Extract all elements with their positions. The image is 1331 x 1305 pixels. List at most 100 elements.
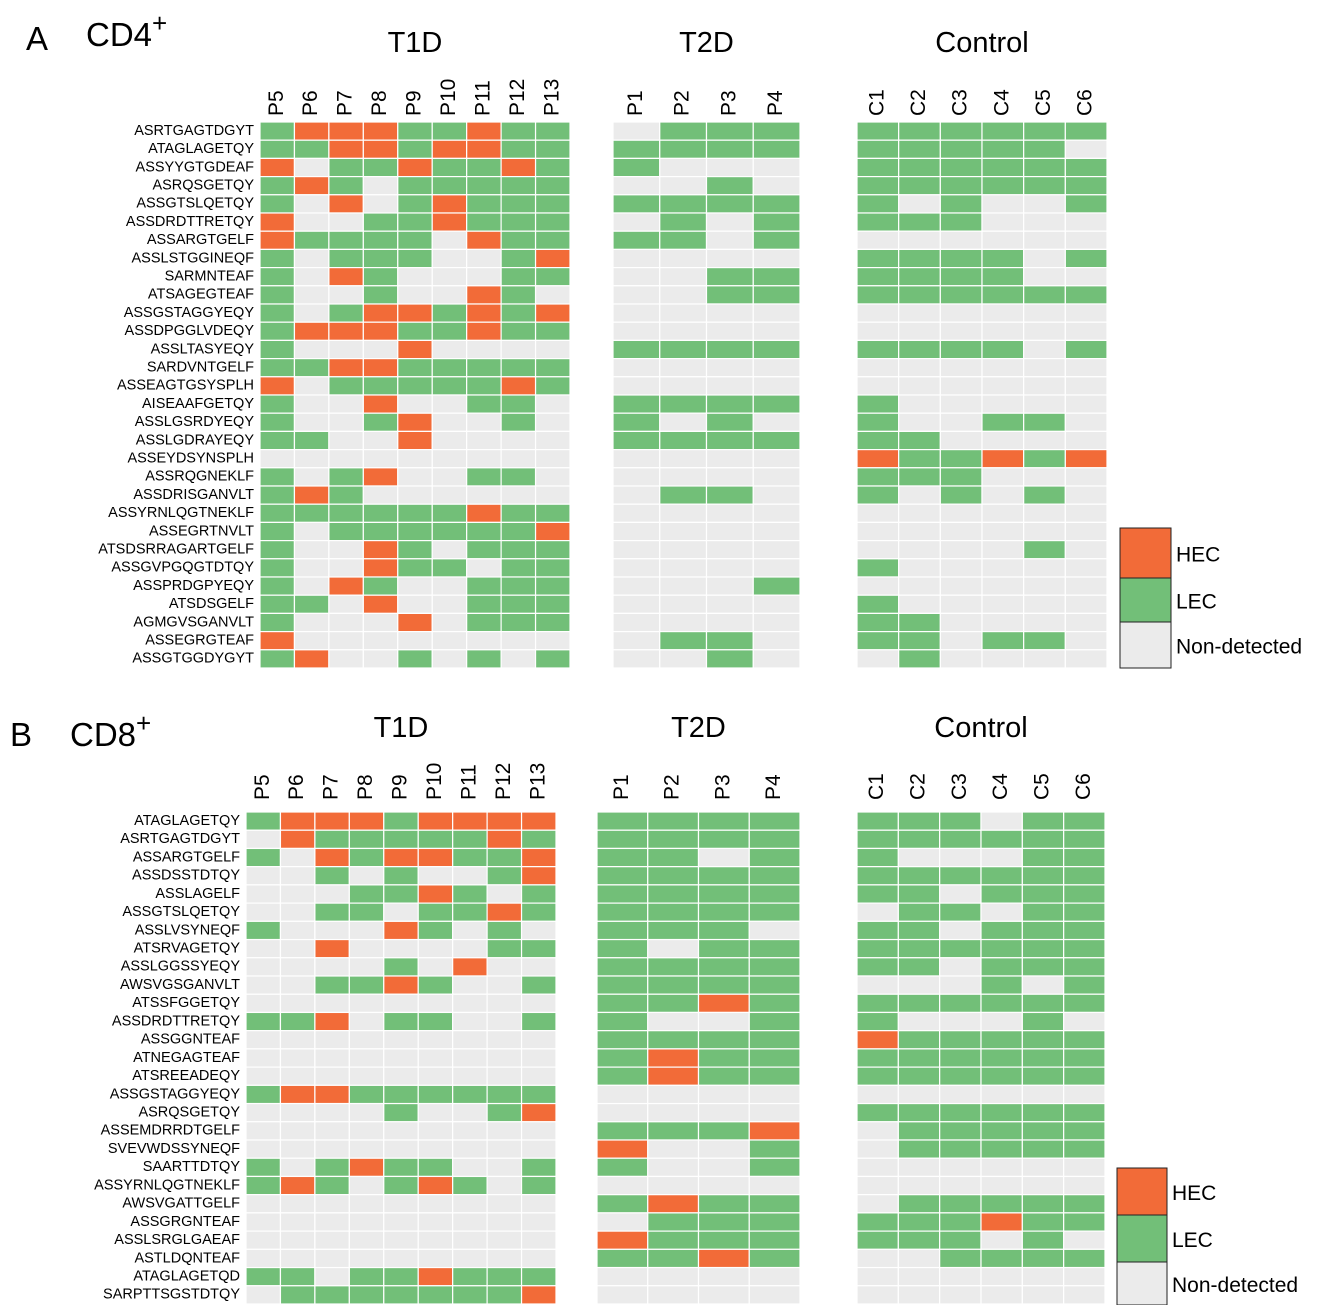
- row-label: AWSVGSGANVLT: [120, 977, 240, 993]
- heatmap-cell: [647, 811, 700, 831]
- heatmap-cell: [856, 1066, 899, 1086]
- heatmap-cell: [697, 1102, 750, 1123]
- heatmap-cell: [856, 412, 900, 433]
- heatmap-cell: [939, 594, 983, 615]
- heatmap-cell: [245, 1194, 282, 1214]
- heatmap-cell: [1063, 1266, 1106, 1287]
- heatmap-cell: [314, 1175, 350, 1196]
- heatmap-cell: [1023, 339, 1066, 360]
- heatmap-cell: [980, 1066, 1023, 1086]
- heatmap-cell: [1063, 1102, 1106, 1123]
- heatmap-cell: [431, 121, 468, 141]
- heatmap-cell: [293, 430, 330, 451]
- legend-swatch: [1119, 621, 1172, 669]
- row-label: AISEAAFGETQY: [142, 396, 254, 412]
- heatmap-cell: [500, 285, 537, 305]
- cell-type: CD8+: [70, 708, 151, 753]
- heatmap-cell: [752, 321, 801, 342]
- heatmap-cell: [520, 811, 557, 831]
- column-label: P10: [437, 79, 460, 116]
- row-label: ASSYYGTGDEAF: [136, 159, 255, 175]
- heatmap-cell: [856, 649, 900, 669]
- heatmap-cell: [520, 1030, 557, 1050]
- heatmap-cell: [397, 576, 433, 596]
- heatmap-cell: [705, 485, 754, 505]
- heatmap-cell: [647, 829, 700, 850]
- heatmap-cell: [981, 649, 1025, 669]
- heatmap-cell: [1023, 503, 1066, 524]
- column-label: P1: [610, 774, 633, 800]
- heatmap-cell: [748, 957, 801, 977]
- heatmap-cell: [314, 1285, 350, 1305]
- heatmap-cell: [980, 1194, 1023, 1214]
- heatmap-cell: [1063, 829, 1106, 850]
- column-label: P12: [506, 79, 529, 116]
- heatmap-cell: [383, 1212, 419, 1232]
- heatmap-cell: [362, 303, 399, 323]
- heatmap-cell: [314, 902, 350, 922]
- heatmap-cell: [596, 1048, 649, 1068]
- heatmap-cell: [314, 1266, 350, 1287]
- heatmap-cell: [293, 594, 330, 615]
- heatmap-cell: [705, 358, 754, 378]
- heatmap-cell: [705, 630, 754, 651]
- heatmap-cell: [659, 212, 708, 232]
- heatmap-cell: [980, 1157, 1023, 1178]
- heatmap-cell: [397, 303, 433, 323]
- heatmap-cell: [520, 1048, 557, 1068]
- heatmap-cell: [486, 1157, 523, 1178]
- legend-label: Non-detected: [1176, 636, 1302, 659]
- heatmap-cell: [293, 394, 330, 414]
- heatmap-cell: [452, 975, 488, 995]
- heatmap-cell: [856, 285, 900, 305]
- heatmap-cell: [466, 649, 502, 669]
- heatmap-cell: [697, 1121, 750, 1141]
- heatmap-cell: [245, 1212, 282, 1232]
- heatmap-cell: [417, 920, 454, 941]
- heatmap-cell: [486, 884, 523, 904]
- heatmap-cell: [466, 358, 502, 378]
- heatmap-cell: [1021, 1230, 1065, 1250]
- heatmap-cell: [259, 194, 296, 214]
- heatmap-cell: [397, 285, 433, 305]
- heatmap-cell: [520, 1230, 557, 1250]
- heatmap-cell: [362, 194, 399, 214]
- heatmap-cell: [1023, 394, 1066, 414]
- heatmap-cell: [1064, 212, 1108, 232]
- heatmap-cell: [328, 576, 364, 596]
- heatmap-cell: [466, 248, 502, 269]
- heatmap-cell: [362, 321, 399, 342]
- heatmap-cell: [897, 975, 941, 995]
- heatmap-cell: [659, 467, 708, 487]
- heatmap-cell: [647, 847, 700, 868]
- heatmap-cell: [1021, 993, 1065, 1014]
- heatmap-cell: [452, 920, 488, 941]
- heatmap-cell: [314, 1066, 350, 1086]
- heatmap-cell: [245, 1175, 282, 1196]
- heatmap-cell: [259, 121, 296, 141]
- heatmap-cell: [486, 1048, 523, 1068]
- heatmap-cell: [362, 558, 399, 578]
- row-label: ASSEGRGTEAF: [145, 633, 254, 649]
- heatmap-cell: [898, 394, 941, 414]
- heatmap-cell: [314, 1011, 350, 1032]
- heatmap-cell: [328, 303, 364, 323]
- heatmap-cell: [596, 866, 649, 886]
- heatmap-cell: [856, 1175, 899, 1196]
- heatmap-cell: [383, 1030, 419, 1050]
- heatmap-cell: [856, 975, 899, 995]
- heatmap-cell: [417, 1084, 454, 1105]
- heatmap-cell: [856, 248, 900, 269]
- heatmap-cell: [466, 212, 502, 232]
- heatmap-cell: [486, 1266, 523, 1287]
- heatmap-cell: [500, 157, 537, 178]
- heatmap-cell: [856, 1139, 899, 1159]
- heatmap-cell: [259, 230, 296, 250]
- row-label: ASSGTGGDYGYT: [132, 651, 254, 667]
- heatmap-cell: [748, 1048, 801, 1068]
- heatmap-cell: [397, 212, 433, 232]
- heatmap-cell: [612, 248, 661, 269]
- heatmap-cell: [259, 539, 296, 560]
- heatmap-cell: [466, 412, 502, 433]
- heatmap-cell: [362, 157, 399, 178]
